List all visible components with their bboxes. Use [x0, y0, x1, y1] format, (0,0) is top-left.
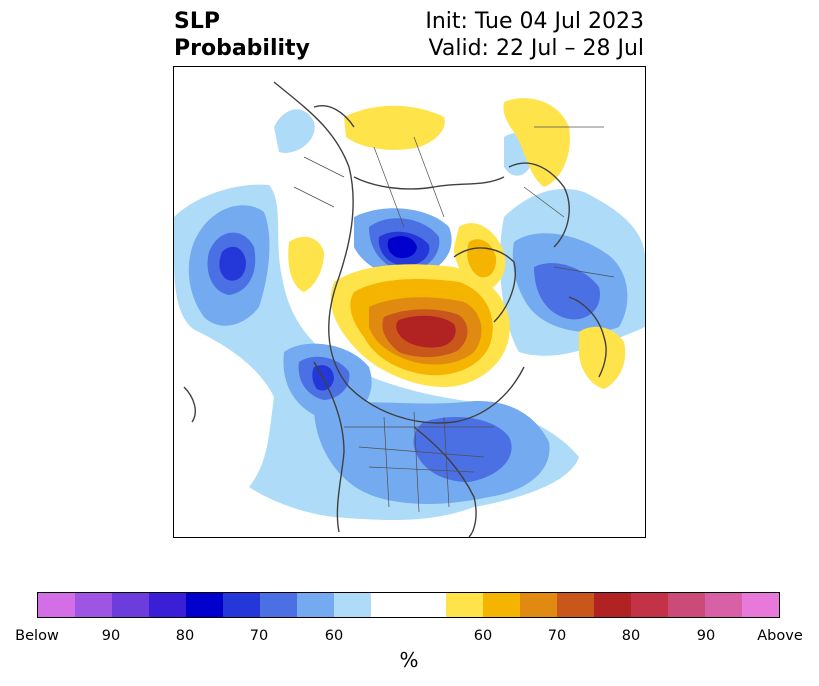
- colorbar-tick-label: 70: [547, 628, 567, 644]
- colorbar-tick-label: 60: [473, 628, 493, 644]
- shade-light-blue-arctic: [274, 109, 315, 153]
- shade-blue-us-east: [413, 417, 512, 482]
- shade-yellow-europe: [579, 326, 626, 389]
- probability-map: [174, 81, 645, 537]
- colorbar-tick-label: 80: [621, 628, 641, 644]
- colorbar: [37, 592, 780, 618]
- map-title: SLP Probability: [174, 8, 310, 62]
- shade-yellow-ne: [503, 98, 570, 187]
- colorbar-segment: [704, 593, 742, 617]
- colorbar-segment: [445, 593, 483, 617]
- colorbar-tick-label: 90: [101, 628, 121, 644]
- colorbar-unit-label: %: [399, 648, 419, 672]
- colorbar-tick-label: Above: [757, 628, 803, 644]
- colorbar-segment: [556, 593, 594, 617]
- shade-deep-blue-pacific: [219, 246, 246, 281]
- colorbar-segment: [149, 593, 187, 617]
- colorbar-segment: [75, 593, 113, 617]
- colorbar-segment: [112, 593, 150, 617]
- init-date: Init: Tue 04 Jul 2023: [425, 9, 644, 34]
- colorbar-segment: [223, 593, 261, 617]
- shade-red-main: [396, 315, 456, 348]
- shade-deep-blue-core: [387, 236, 417, 259]
- colorbar-segment: [38, 593, 76, 617]
- shade-yellow-arctic-north: [344, 105, 445, 150]
- map-panel: [173, 66, 646, 538]
- valid-range: Valid: 22 Jul – 28 Jul: [428, 36, 644, 61]
- colorbar-tick-label: 60: [324, 628, 344, 644]
- colorbar-segment: [519, 593, 557, 617]
- colorbar-tick-label: 70: [249, 628, 269, 644]
- political-borders: [293, 126, 615, 513]
- forecast-dates: Init: Tue 04 Jul 2023 Valid: 22 Jul – 28…: [425, 8, 644, 62]
- colorbar-segment: [334, 593, 372, 617]
- colorbar-segment: [630, 593, 668, 617]
- colorbar-segment: [297, 593, 335, 617]
- colorbar-segment: [371, 593, 409, 617]
- colorbar-tick-label: 80: [175, 628, 195, 644]
- coastlines: [183, 81, 607, 537]
- colorbar-segment: [741, 593, 779, 617]
- colorbar-segment: [186, 593, 224, 617]
- shade-yellow-alaska: [288, 236, 324, 292]
- title-line-1: SLP: [174, 9, 220, 34]
- colorbar-tick-label: Below: [15, 628, 59, 644]
- colorbar-segment: [408, 593, 446, 617]
- colorbar-segment: [482, 593, 520, 617]
- title-line-2: Probability: [174, 36, 310, 61]
- colorbar-segment: [667, 593, 705, 617]
- colorbar-segment: [593, 593, 631, 617]
- colorbar-segment: [260, 593, 298, 617]
- colorbar-tick-label: 90: [696, 628, 716, 644]
